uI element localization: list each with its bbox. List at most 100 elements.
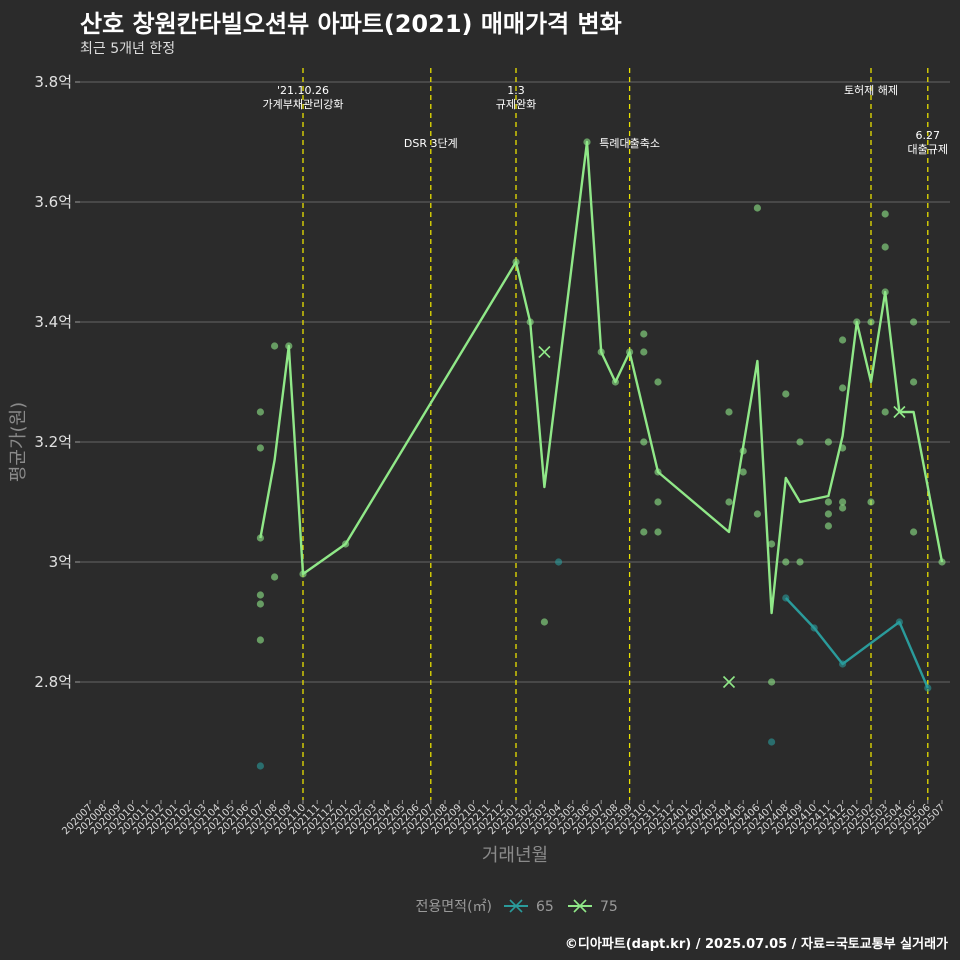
series-75-point (256, 636, 264, 644)
series-75-point (910, 528, 918, 536)
event-label-line: DSR 3단계 (404, 137, 458, 150)
legend-key-cross (573, 899, 587, 913)
series-75-point (512, 258, 520, 266)
series-75-point (753, 510, 762, 518)
series-75-point (271, 342, 279, 350)
series-75-point (824, 498, 833, 506)
series-75-point (583, 138, 591, 146)
series-65-point (555, 558, 563, 566)
legend-item-65: 65 (504, 899, 554, 915)
series-75-point (881, 210, 889, 218)
cross-stroke (722, 675, 736, 689)
series-75-point (867, 318, 875, 326)
series-75-point (725, 408, 733, 416)
event-label: 특례대출축소 (599, 137, 660, 150)
event-label: 1.3 규제완화 (496, 84, 536, 111)
series-75-point (782, 390, 790, 398)
series-75-point (640, 528, 648, 536)
series-75-point (796, 558, 804, 566)
series-75-point (881, 408, 889, 416)
event-label-line: 토허제 해제 (844, 83, 898, 97)
series-75-point (640, 348, 648, 356)
cross-stroke (893, 405, 906, 419)
event-label-line: 1.3 (507, 84, 525, 97)
legend: 전용면적(㎡) 65 75 (416, 899, 618, 915)
y-tick-label: 3.8억 (34, 73, 72, 91)
series-75-point (824, 438, 833, 446)
series-75-point (654, 378, 662, 386)
series-75-point (839, 498, 847, 506)
legend-key-cross (509, 899, 523, 913)
event-label-line: 6.27 (916, 129, 941, 142)
event-label-line: 대출규제 (908, 143, 948, 156)
page-title: 산호 창원칸타빌오션뷰 아파트(2021) 매매가격 변화 (80, 10, 622, 38)
series-75-point (867, 498, 875, 506)
series-75-point (839, 444, 847, 452)
series-75-point (256, 600, 264, 608)
series-75-point (654, 468, 662, 476)
event-label-line: 특례대출축소 (599, 137, 660, 150)
cross-stroke (538, 345, 551, 359)
legend-item-75: 75 (568, 899, 618, 915)
series-75-point (299, 570, 307, 578)
series-75-point (654, 528, 662, 536)
series-75-point (611, 378, 620, 386)
series-75-point (753, 204, 762, 212)
series-75-cross-point (893, 405, 906, 419)
series-75-point (342, 540, 350, 548)
y-tick-label: 3.2억 (34, 433, 72, 451)
x-axis-title: 거래년월 (482, 845, 548, 866)
series-65-point (782, 594, 790, 602)
series-65-point (810, 624, 818, 632)
series-75-point (626, 348, 634, 356)
series-75-point (271, 573, 279, 581)
series-75-point (839, 336, 847, 344)
event-label-line: 가계부채관리강화 (263, 98, 344, 111)
series-65-point (768, 738, 776, 746)
series-75-point (839, 384, 847, 392)
series-75-point (768, 678, 776, 686)
series-75-point (768, 540, 776, 548)
series-65-point (924, 684, 932, 692)
series-75-point (725, 498, 733, 506)
series-75-point (654, 498, 662, 506)
event-label: 6.27 대출규제 (908, 129, 948, 156)
series-75-point (526, 318, 534, 326)
legend-label: 65 (536, 899, 554, 915)
series-75-cross-point (722, 675, 736, 689)
legend-title: 전용면적(㎡) (416, 899, 492, 915)
y-tick-label: 3.4억 (34, 313, 72, 331)
series-75-point (256, 591, 264, 599)
series-75-point (839, 504, 847, 512)
series-65-point (839, 660, 847, 668)
series-75-point (256, 444, 264, 452)
series-75-point (853, 318, 861, 326)
y-axis-title: 평균가(원) (8, 402, 29, 482)
event-label: '21.10.26 가계부채관리강화 (263, 84, 344, 111)
legend-label: 75 (600, 899, 618, 915)
series-75-point (796, 438, 804, 446)
series-layer (256, 138, 946, 770)
series-75-point (824, 510, 833, 518)
event-label: 토허제 해제 (844, 83, 898, 97)
series-75-point (256, 534, 264, 542)
event-label-line: 규제완화 (496, 98, 536, 111)
series-75-point (256, 408, 264, 416)
series-75-point (739, 468, 747, 476)
y-tick-label: 3억 (49, 553, 72, 571)
series-75-point (881, 288, 889, 296)
series-75-point (597, 348, 605, 356)
page-subtitle: 최근 5개년 한정 (80, 41, 176, 57)
series-75-point (739, 447, 747, 455)
y-tick-label: 3.6억 (34, 193, 72, 211)
series-75-point (285, 342, 293, 350)
series-75-point (910, 378, 918, 386)
event-label: DSR 3단계 (404, 137, 458, 150)
series-65-line (784, 597, 929, 689)
series-75-point (824, 522, 833, 530)
source-caption: ©디아파트(dapt.kr) / 2025.07.05 / 자료=국토교통부 실… (564, 937, 948, 952)
series-75-point (640, 330, 648, 338)
series-75-point (881, 243, 889, 251)
